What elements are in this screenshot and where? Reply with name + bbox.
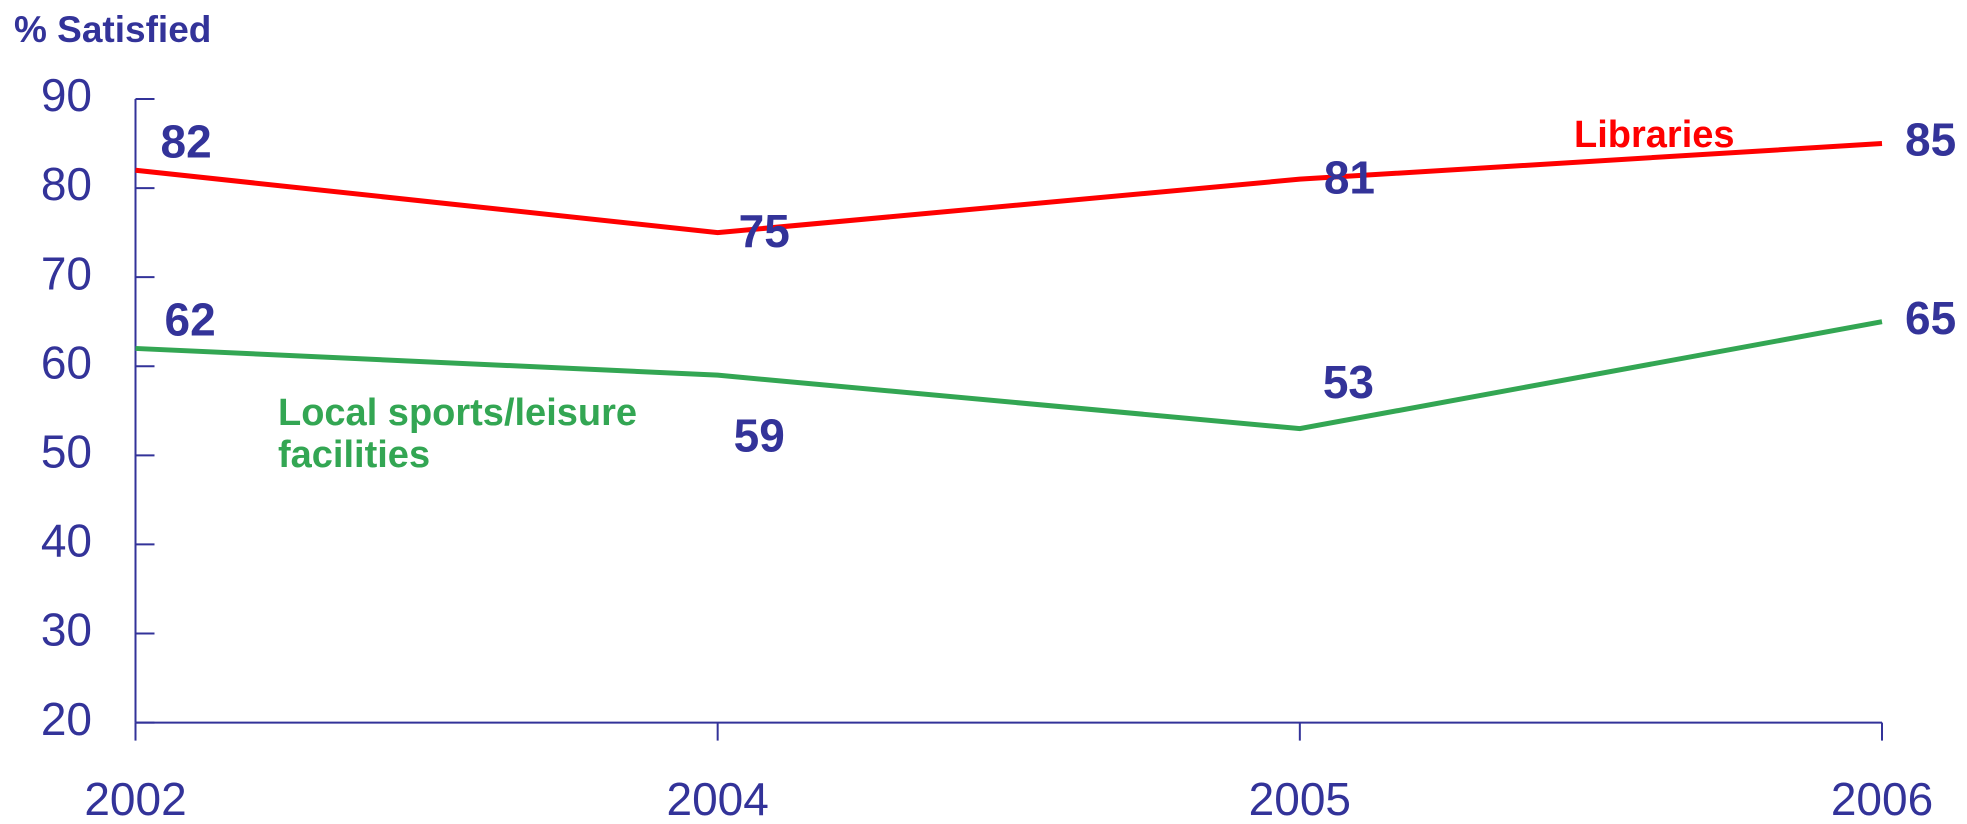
series-line <box>135 141 1883 236</box>
data-label: 75 <box>739 205 790 257</box>
data-label: 53 <box>1323 356 1374 408</box>
y-tick-label: 60 <box>41 336 92 388</box>
y-tick-label: 40 <box>41 515 92 567</box>
data-label: 82 <box>161 115 212 167</box>
y-tick-label: 70 <box>41 247 92 299</box>
data-label: 65 <box>1905 292 1956 344</box>
series-line <box>135 319 1883 432</box>
data-label: 59 <box>734 409 785 461</box>
y-tick-label: 20 <box>41 693 92 745</box>
data-label: 85 <box>1905 114 1956 166</box>
x-tick-label: 2005 <box>1249 773 1351 824</box>
y-tick-label: 90 <box>41 69 92 121</box>
y-tick-label: 30 <box>41 604 92 656</box>
y-tick-label: 80 <box>41 158 92 210</box>
y-axis-title: % Satisfied <box>14 9 211 50</box>
data-label: 81 <box>1324 151 1375 203</box>
x-tick-label: 2006 <box>1831 773 1933 824</box>
x-tick-label: 2004 <box>666 773 768 824</box>
series-label: Libraries <box>1574 114 1735 156</box>
series-label: Local sports/leisure facilities <box>278 392 638 476</box>
data-label: 62 <box>165 294 216 346</box>
x-tick-label: 2002 <box>84 773 186 824</box>
y-tick-label: 50 <box>41 425 92 477</box>
